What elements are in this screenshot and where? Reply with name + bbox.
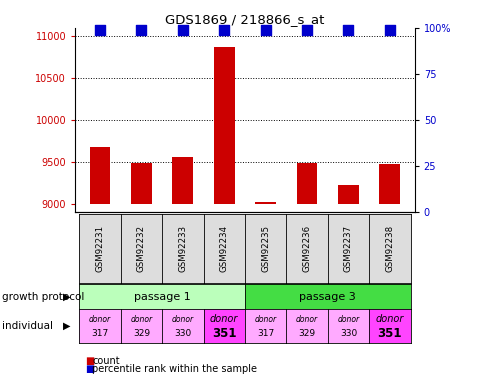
Text: GSM92236: GSM92236 — [302, 225, 311, 272]
Bar — [172, 157, 193, 204]
Point — [261, 27, 269, 33]
Bar — [213, 47, 234, 204]
Text: GSM92232: GSM92232 — [136, 225, 146, 272]
Bar — [337, 185, 358, 204]
Point — [137, 27, 145, 33]
Text: percentile rank within the sample: percentile rank within the sample — [92, 364, 257, 374]
Text: donor: donor — [375, 315, 403, 324]
Text: passage 1: passage 1 — [134, 292, 190, 302]
Point — [302, 27, 310, 33]
Bar — [296, 163, 317, 204]
Text: passage 3: passage 3 — [299, 292, 355, 302]
Point — [220, 27, 227, 33]
Text: 351: 351 — [377, 327, 401, 340]
Text: GSM92237: GSM92237 — [343, 225, 352, 272]
Text: ▶: ▶ — [63, 292, 71, 302]
Text: 330: 330 — [174, 329, 191, 338]
Point — [96, 27, 104, 33]
Text: donor: donor — [171, 315, 194, 324]
Text: 351: 351 — [212, 327, 236, 340]
Text: ■: ■ — [85, 364, 94, 374]
Text: donor: donor — [89, 315, 111, 324]
Bar — [131, 163, 151, 204]
Text: GSM92231: GSM92231 — [95, 225, 104, 272]
Text: ▶: ▶ — [63, 321, 71, 331]
Text: 329: 329 — [133, 329, 150, 338]
Text: 330: 330 — [339, 329, 356, 338]
Text: growth protocol: growth protocol — [2, 292, 85, 302]
Text: 329: 329 — [298, 329, 315, 338]
Title: GDS1869 / 218866_s_at: GDS1869 / 218866_s_at — [165, 13, 324, 26]
Bar — [255, 202, 275, 204]
Bar — [378, 164, 399, 204]
Text: 317: 317 — [257, 329, 273, 338]
Point — [179, 27, 186, 33]
Text: count: count — [92, 356, 120, 366]
Text: donor: donor — [210, 315, 238, 324]
Text: donor: donor — [254, 315, 276, 324]
Text: GSM92235: GSM92235 — [260, 225, 270, 272]
Point — [344, 27, 351, 33]
Point — [385, 27, 393, 33]
Text: donor: donor — [130, 315, 152, 324]
Bar — [90, 147, 110, 204]
Text: individual: individual — [2, 321, 53, 331]
Text: GSM92234: GSM92234 — [219, 225, 228, 272]
Text: GSM92238: GSM92238 — [385, 225, 393, 272]
Text: donor: donor — [295, 315, 318, 324]
Text: donor: donor — [337, 315, 359, 324]
Text: GSM92233: GSM92233 — [178, 225, 187, 272]
Text: 317: 317 — [91, 329, 108, 338]
Text: ■: ■ — [85, 356, 94, 366]
